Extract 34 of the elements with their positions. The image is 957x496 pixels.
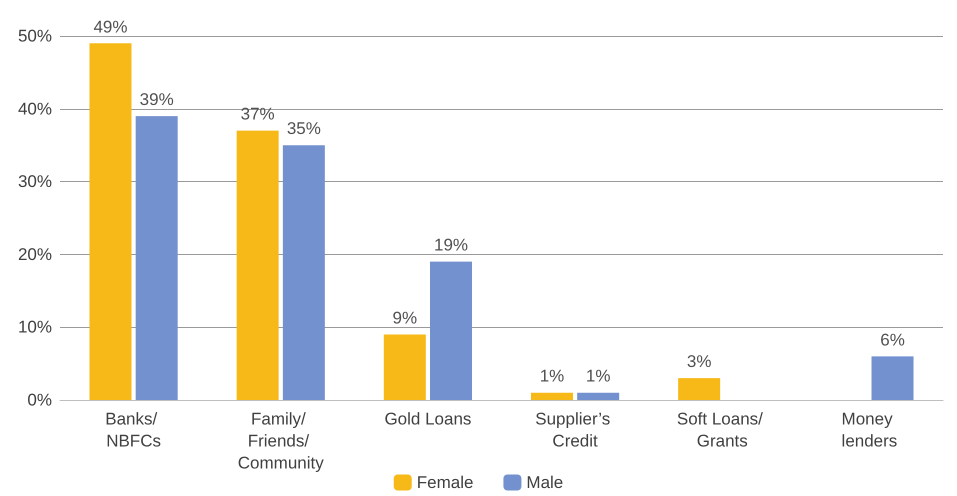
y-tick-label: 50% xyxy=(18,26,52,46)
legend-label: Female xyxy=(416,473,474,492)
y-tick-label: 20% xyxy=(18,244,52,264)
bar xyxy=(430,262,472,400)
x-tick-label: Money lenders xyxy=(842,410,898,450)
data-label: 1% xyxy=(540,366,564,386)
y-tick-label: 10% xyxy=(18,318,52,337)
data-label: 49% xyxy=(93,17,128,36)
data-label: 9% xyxy=(392,308,418,328)
bar xyxy=(384,334,426,400)
x-tick-label: Soft Loans/ Grants xyxy=(676,410,768,450)
x-tick-label: Supplier’s Credit xyxy=(535,410,615,450)
y-tick-label: 30% xyxy=(18,172,52,192)
bar xyxy=(577,392,620,400)
y-tick-label: 40% xyxy=(18,99,52,118)
data-label: 37% xyxy=(240,104,275,124)
data-label: 1% xyxy=(586,366,610,386)
data-label: 3% xyxy=(686,352,712,372)
bar xyxy=(89,43,132,400)
bar xyxy=(282,145,325,400)
x-tick-label: Banks/ NBFCs xyxy=(105,410,162,450)
data-label: 6% xyxy=(880,330,905,350)
bar xyxy=(236,130,279,400)
x-tick-label: Gold Loans xyxy=(384,410,472,428)
bar xyxy=(678,378,720,400)
bar xyxy=(872,356,914,400)
data-label: 19% xyxy=(434,236,468,255)
x-tick-label: Family/ Friends/ Community xyxy=(238,410,324,472)
bar xyxy=(136,116,178,400)
legend-label: Male xyxy=(526,473,564,492)
data-label: 39% xyxy=(140,90,174,110)
y-tick-label: 0% xyxy=(27,390,52,410)
data-label: 35% xyxy=(286,119,321,138)
bar xyxy=(530,392,573,400)
